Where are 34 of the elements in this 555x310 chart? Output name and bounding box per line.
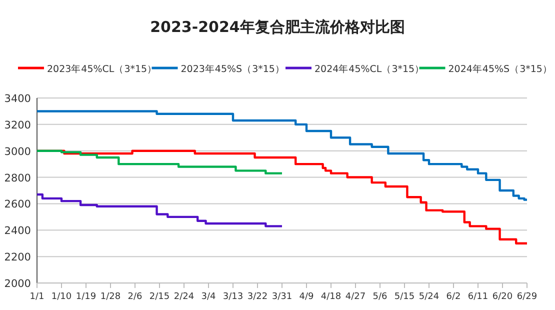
x-tick-label: 1/19	[76, 292, 96, 302]
y-tick-label: 2800	[4, 172, 31, 184]
x-tick-label: 1/10	[51, 292, 72, 302]
x-tick-label: 4/18	[320, 292, 342, 302]
legend-label: 2023年45%CL（3*15）	[47, 63, 158, 75]
y-tick-label: 2000	[4, 278, 31, 290]
legend-label: 2024年45%S（3*15）	[448, 63, 552, 75]
x-tick-label: 4/9	[299, 292, 314, 302]
x-tick-label: 5/6	[372, 292, 388, 302]
x-tick-label: 5/15	[394, 292, 415, 302]
x-tick-label: 3/22	[247, 292, 268, 302]
y-tick-label: 3200	[4, 119, 31, 132]
x-tick-label: 6/2	[446, 292, 461, 302]
x-tick-label: 3/31	[272, 292, 292, 302]
x-tick-label: 1/1	[30, 292, 44, 302]
x-tick-label: 2/24	[174, 292, 194, 302]
x-tick-label: 2/15	[149, 292, 170, 302]
y-tick-label: 2400	[4, 225, 31, 238]
x-tick-label: 3/4	[201, 292, 216, 302]
x-tick-label: 3/13	[222, 292, 244, 302]
legend-label: 2023年45%S（3*15）	[180, 63, 285, 75]
chart-title: 2023-2024年复合肥主流价格对比图	[150, 18, 405, 36]
x-tick-label: 5/24	[418, 292, 440, 302]
y-tick-label: 2600	[4, 198, 31, 211]
x-tick-label: 6/29	[516, 292, 538, 302]
y-tick-label: 3000	[4, 146, 31, 158]
x-tick-label: 6/11	[468, 292, 488, 302]
x-tick-label: 4/27	[345, 292, 366, 302]
y-tick-label: 3400	[4, 93, 31, 105]
x-tick-label: 2/6	[128, 292, 143, 302]
legend-label: 2024年45%CL（3*15）	[314, 63, 425, 75]
x-tick-label: 1/28	[100, 292, 121, 302]
y-tick-label: 2200	[4, 252, 31, 264]
x-tick-label: 6/20	[492, 292, 513, 302]
